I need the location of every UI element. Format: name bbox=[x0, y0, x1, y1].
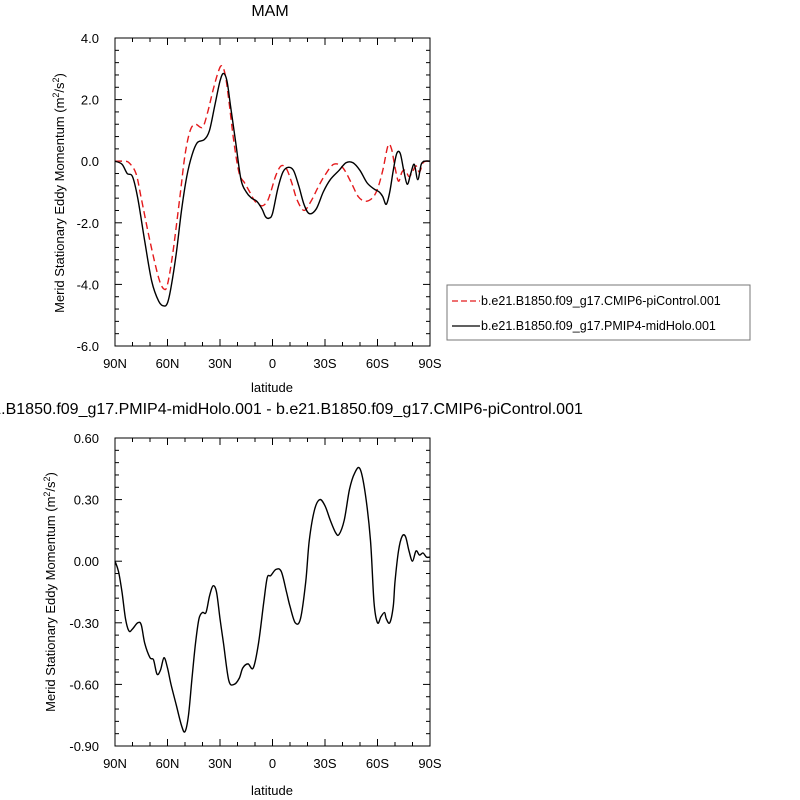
panel-top-y-tick-label: 4.0 bbox=[81, 31, 99, 46]
panel-top-x-tick-label: 90N bbox=[103, 356, 127, 371]
panel-top-x-tick-label: 30S bbox=[313, 356, 336, 371]
panel-bottom-y-tick-label: 0.30 bbox=[74, 493, 99, 508]
panel-bottom-x-tick-label: 0 bbox=[269, 756, 276, 771]
panel-bottom-x-tick-label: 90N bbox=[103, 756, 127, 771]
panel-bottom-series-line-0 bbox=[114, 466, 431, 733]
panel-bottom-x-tick-label: 60N bbox=[156, 756, 180, 771]
panel-bottom-series bbox=[114, 466, 431, 733]
panel-top-y-tick-label: -2.0 bbox=[77, 216, 99, 231]
panel-top-series-line-0 bbox=[114, 64, 431, 291]
panel-top-y-tick-label: -6.0 bbox=[77, 339, 99, 354]
panel-bottom-title: b.e21.B1850.f09_g17.PMIP4-midHolo.001 - … bbox=[0, 401, 583, 418]
legend-label-midholo: b.e21.B1850.f09_g17.PMIP4-midHolo.001 bbox=[481, 319, 716, 333]
panel-bottom-x-tick-label: 60S bbox=[366, 756, 389, 771]
panel-bottom-y-axis-label: Merid Stationary Eddy Momentum (m2/s2) bbox=[42, 472, 58, 712]
panel-top-legend: b.e21.B1850.f09_g17.CMIP6-piControl.001 … bbox=[446, 284, 751, 341]
panel-bottom-x-tick-label: 90S bbox=[418, 756, 441, 771]
panel-bottom-x-tick-label: 30S bbox=[313, 756, 336, 771]
panel-bottom-y-tick-label: -0.30 bbox=[69, 616, 99, 631]
panel-bottom-y-tick-label: -0.90 bbox=[69, 739, 99, 754]
panel-bottom-ticks: 90N 60N 30N 0 30S 60S 90S -0.90 -0.60 -0.30 0.00 0.… bbox=[69, 431, 442, 771]
panel-top-x-tick-label: 90S bbox=[418, 356, 441, 371]
panel-top-ticks: 90N 60N 30N 0 30S 60S 90S -6.0 -4.0 -2.0 0.0 2.0 4.0 bbox=[77, 31, 442, 371]
panel-top-y-tick-label: -4.0 bbox=[77, 277, 99, 292]
panel-top-x-tick-label: 60S bbox=[366, 356, 389, 371]
panel-top-title: MAM bbox=[251, 3, 288, 20]
panel-bottom-x-axis-label: latitude bbox=[251, 783, 293, 798]
panel-bottom-y-tick-label: 0.60 bbox=[74, 431, 99, 446]
panel-top-y-tick-label: 2.0 bbox=[81, 93, 99, 108]
panel-top-y-axis-label: Merid Stationary Eddy Momentum (m2/s2) bbox=[51, 73, 67, 313]
legend-label-picontrol: b.e21.B1850.f09_g17.CMIP6-piControl.001 bbox=[481, 294, 721, 308]
panel-top-x-tick-label: 0 bbox=[269, 356, 276, 371]
panel-bottom-y-tick-label: 0.00 bbox=[74, 554, 99, 569]
panel-top-x-axis-label: latitude bbox=[251, 380, 293, 395]
panel-top-series-line-1 bbox=[114, 72, 431, 307]
panel-top: MAM 90N 60N 30N 0 30S 60S 90S -6.0 -4.0 -2.0 0.0 2.… bbox=[51, 3, 751, 395]
panel-top-x-tick-label: 30N bbox=[208, 356, 232, 371]
panel-bottom-plot-frame bbox=[114, 437, 431, 747]
panel-top-y-tick-label: 0.0 bbox=[81, 154, 99, 169]
legend-box bbox=[446, 284, 751, 341]
panel-bottom-x-tick-label: 30N bbox=[208, 756, 232, 771]
panel-top-plot-frame bbox=[114, 37, 431, 347]
panel-bottom-y-tick-label: -0.60 bbox=[69, 677, 99, 692]
panel-top-series bbox=[114, 64, 431, 307]
panel-top-x-tick-label: 60N bbox=[156, 356, 180, 371]
panel-bottom: b.e21.B1850.f09_g17.PMIP4-midHolo.001 - … bbox=[0, 401, 583, 798]
